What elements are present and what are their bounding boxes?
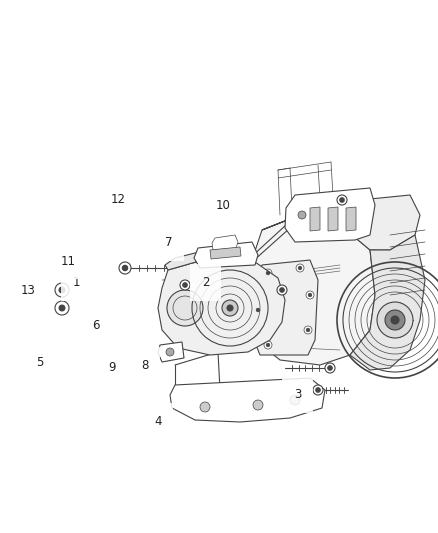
Circle shape [306, 328, 310, 332]
Text: 6: 6 [92, 319, 100, 332]
Polygon shape [285, 188, 375, 242]
Circle shape [254, 306, 262, 314]
Polygon shape [170, 378, 325, 422]
Text: 5: 5 [36, 356, 43, 369]
Circle shape [200, 402, 210, 412]
Polygon shape [210, 247, 241, 259]
Circle shape [306, 291, 314, 299]
Polygon shape [328, 207, 338, 231]
Circle shape [122, 265, 128, 271]
Circle shape [290, 395, 300, 405]
Circle shape [328, 366, 332, 370]
Polygon shape [262, 195, 420, 250]
Circle shape [304, 326, 312, 334]
Circle shape [256, 308, 260, 312]
Circle shape [313, 385, 323, 395]
Circle shape [119, 262, 131, 274]
Polygon shape [346, 207, 356, 231]
Circle shape [183, 282, 187, 287]
Text: 7: 7 [165, 236, 173, 249]
Circle shape [222, 300, 238, 316]
Text: 3: 3 [294, 388, 301, 401]
Circle shape [308, 293, 312, 297]
Circle shape [253, 400, 263, 410]
Circle shape [166, 348, 174, 356]
Circle shape [167, 290, 203, 326]
Circle shape [298, 266, 302, 270]
Text: 11: 11 [60, 255, 75, 268]
Circle shape [298, 211, 306, 219]
Circle shape [59, 305, 65, 311]
Text: 10: 10 [216, 199, 231, 212]
Circle shape [296, 264, 304, 272]
Text: 12: 12 [111, 193, 126, 206]
Circle shape [266, 271, 270, 275]
Polygon shape [310, 207, 320, 231]
Text: 13: 13 [21, 284, 36, 297]
Polygon shape [158, 342, 184, 362]
Circle shape [377, 302, 413, 338]
Text: 2: 2 [202, 276, 210, 289]
Text: 9: 9 [108, 361, 116, 374]
Polygon shape [212, 235, 238, 250]
Circle shape [55, 301, 69, 315]
Polygon shape [158, 258, 285, 355]
Circle shape [340, 198, 344, 202]
Text: 1: 1 [73, 276, 81, 289]
Circle shape [264, 269, 272, 277]
Polygon shape [194, 242, 258, 268]
Polygon shape [165, 248, 255, 270]
Circle shape [55, 283, 69, 297]
Circle shape [264, 341, 272, 349]
Circle shape [227, 305, 233, 311]
Circle shape [316, 387, 320, 392]
Circle shape [59, 287, 65, 293]
Circle shape [337, 195, 347, 205]
Circle shape [325, 363, 335, 373]
Circle shape [280, 288, 284, 292]
Circle shape [385, 310, 405, 330]
Polygon shape [248, 215, 375, 365]
Text: 4: 4 [154, 415, 162, 427]
Polygon shape [350, 235, 425, 370]
Polygon shape [250, 260, 318, 355]
Circle shape [277, 285, 287, 295]
Circle shape [266, 343, 270, 347]
Text: 8: 8 [141, 359, 148, 372]
Circle shape [391, 316, 399, 324]
Circle shape [180, 280, 190, 290]
